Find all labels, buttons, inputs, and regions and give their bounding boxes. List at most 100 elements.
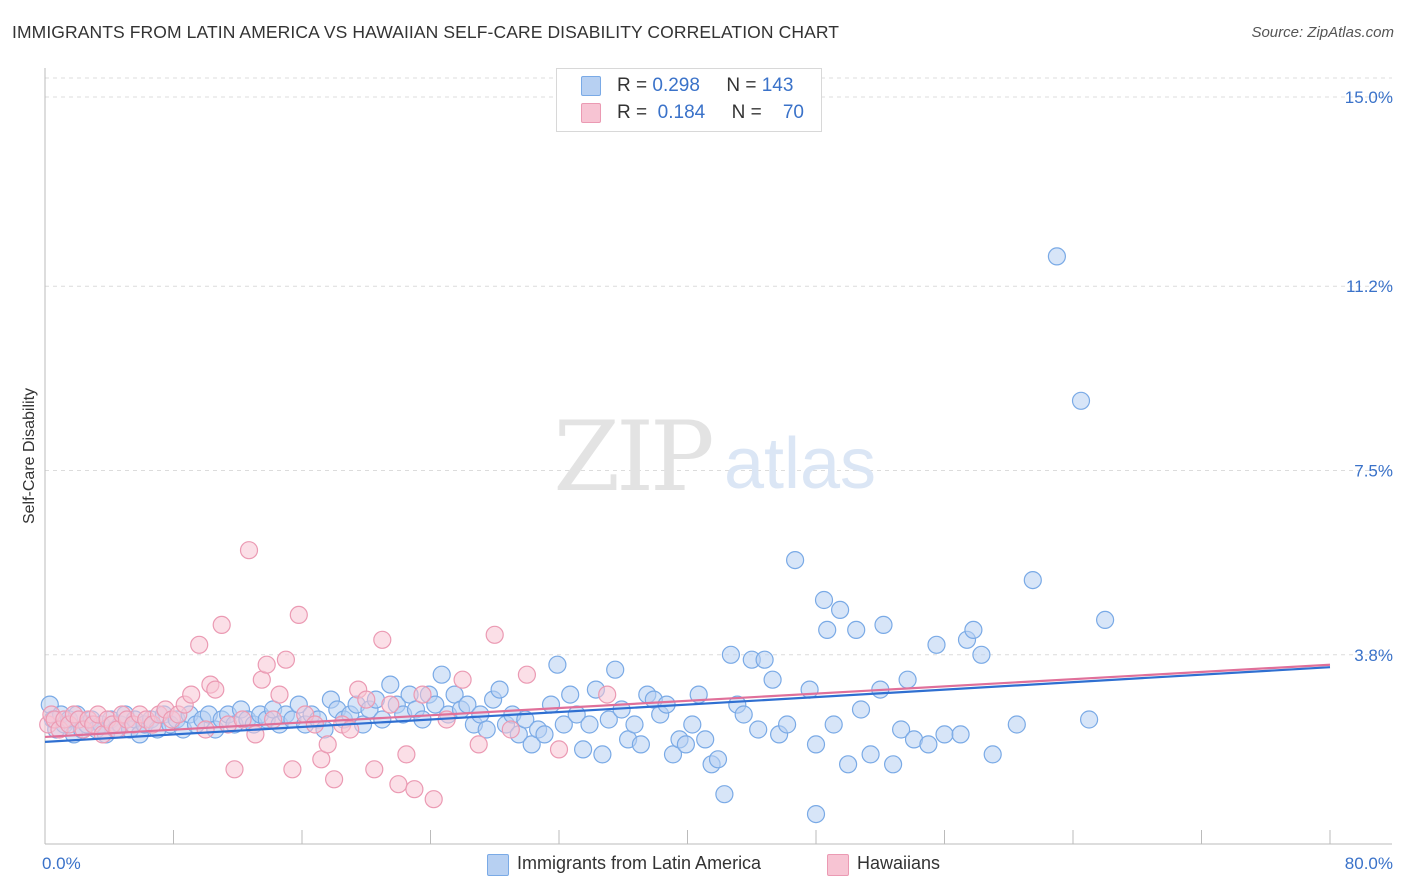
latin-america-point [755, 650, 774, 669]
latin-america-point [696, 730, 715, 749]
y-axis-label: Self-Care Disability [21, 387, 38, 525]
gridlines [45, 77, 1392, 656]
hawaiians-point [397, 745, 416, 764]
legend-r-value: 0.298 [652, 75, 700, 96]
latin-america-point [851, 700, 871, 719]
hawaiians-point [196, 720, 215, 739]
latin-america-point [1007, 715, 1026, 734]
latin-america-point [824, 715, 843, 734]
latin-america-point [838, 755, 858, 774]
hawaiians-point [289, 605, 308, 625]
latin-america-point [432, 665, 451, 684]
latin-america-point [593, 745, 612, 764]
latin-america-point [814, 590, 834, 610]
hawaiians-point [549, 740, 569, 759]
y-tick-label: 3.8% [1354, 646, 1393, 665]
latin-america-point [715, 785, 734, 804]
latin-america-point [964, 620, 983, 640]
latin-america-point [749, 720, 768, 739]
latin-america-point [983, 745, 1002, 764]
hawaiians-point [239, 541, 259, 560]
latin-america-point [1023, 570, 1042, 590]
x-tick-label-min: 0.0% [42, 854, 81, 873]
legend-n-value: 70 [782, 102, 804, 123]
hawaiians-point [182, 685, 201, 704]
latin-america-point [683, 715, 702, 734]
latin-america-point [535, 725, 554, 744]
latin-america-point [830, 600, 850, 620]
latin-america-point [663, 745, 683, 764]
hawaiians-point [453, 670, 472, 689]
hawaiians-point [413, 685, 432, 704]
hawaiians-point [252, 670, 271, 689]
latin-america-point [734, 705, 753, 724]
latin-america-point [874, 615, 893, 635]
legend-r-label: R = [617, 75, 648, 96]
chart-title: IMMIGRANTS FROM LATIN AMERICA VS HAWAIIA… [12, 22, 840, 42]
watermark-atlas: atlas [724, 424, 876, 504]
hawaiians-point [206, 680, 225, 699]
latin-america-point [548, 655, 567, 674]
hawaiians-point [517, 665, 537, 684]
correlation-legend: R = 0.298 N = 143 R = 0.184 N = 70 [556, 68, 822, 132]
legend-r-label: R = [617, 102, 648, 123]
hawaiians-point [373, 630, 392, 649]
trend-lines [44, 663, 1331, 744]
latin-america-point [927, 635, 946, 654]
latin-america-point [777, 715, 797, 734]
x-tick-label-max: 80.0% [1345, 854, 1393, 873]
latin-america-point [381, 675, 400, 694]
latin-america-point [763, 670, 782, 689]
latin-america-point [471, 705, 490, 724]
hawaiians-point [225, 760, 244, 779]
hawaiians-point [325, 770, 344, 789]
hawaiians-point [283, 760, 302, 779]
tick-labels: 3.8% 7.5% 11.2% 15.0% 0.0% 80.0% [42, 88, 1393, 873]
hawaiians-point [190, 635, 209, 654]
latin-america-point [721, 645, 741, 664]
legend-r-value: 0.184 [657, 102, 706, 123]
latin-america-point [1095, 610, 1115, 630]
latin-america-point [708, 750, 728, 769]
hawaiians-point [365, 760, 384, 779]
bottom-legend-swatch-hawaiians [827, 854, 849, 876]
latin-america-point [898, 670, 917, 689]
hawaiians-point [276, 650, 295, 669]
latin-america-point [606, 660, 625, 679]
latin-america-point [676, 735, 696, 754]
hawaiians-point [233, 710, 252, 729]
bottom-legend-label: Immigrants from Latin America [517, 853, 762, 873]
latin-america-point [599, 710, 618, 729]
latin-america-point [847, 620, 866, 640]
latin-america-trend-line [44, 666, 1331, 744]
hawaiians-trend-line [44, 663, 1331, 739]
y-tick-label: 15.0% [1345, 88, 1393, 107]
hawaiians-point [357, 690, 376, 709]
hawaiians-point [389, 775, 408, 794]
latin-america-point [631, 735, 651, 754]
bottom-legend-swatch-latin-america [487, 854, 509, 876]
hawaiians-point [212, 615, 231, 635]
latin-america-point [426, 695, 445, 714]
latin-america-point [818, 620, 837, 640]
latin-america-point [919, 735, 938, 754]
latin-america-point [490, 680, 509, 699]
latin-america-point [573, 740, 593, 759]
hawaiians-point [305, 715, 324, 734]
hawaiians-point [257, 655, 276, 674]
latin-america-point [373, 710, 392, 729]
y-tick-label: 7.5% [1354, 462, 1393, 481]
latin-america-point [1079, 710, 1099, 729]
watermark: ZIP atlas [553, 401, 876, 513]
latin-america-point [561, 685, 580, 704]
series-hawaiians-points [39, 541, 617, 809]
legend-n-value: 143 [761, 75, 794, 96]
latin-america-point [806, 804, 826, 824]
bottom-legend-label: Hawaiians [857, 853, 941, 873]
latin-america-point [580, 715, 599, 734]
latin-america-point [477, 720, 496, 739]
hawaiians-point [405, 780, 424, 799]
latin-america-point [883, 755, 903, 774]
latin-america-point [951, 725, 970, 744]
